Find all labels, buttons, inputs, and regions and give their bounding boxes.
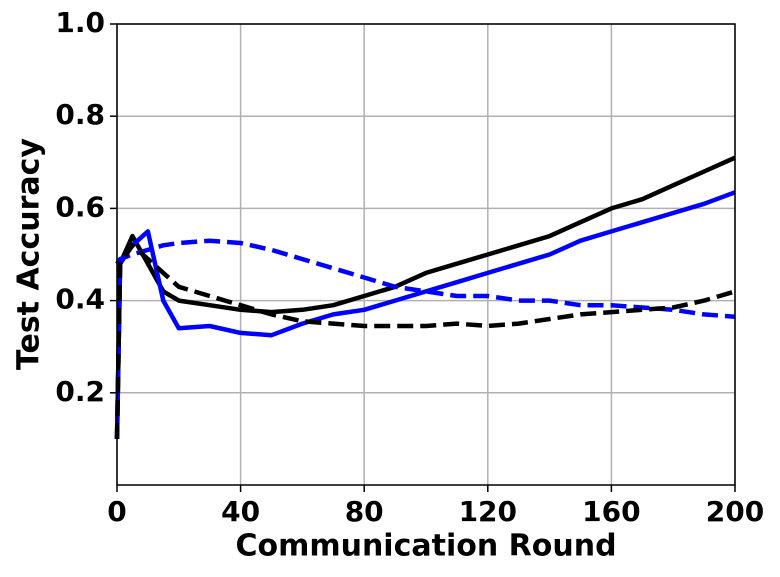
y-axis-label: Test Accuracy xyxy=(12,138,47,370)
x-axis-label: Communication Round xyxy=(235,529,616,564)
y-tick-label: 0.4 xyxy=(55,283,105,316)
x-tick-label: 40 xyxy=(221,495,260,528)
plot-frame xyxy=(116,23,736,486)
x-tick-label: 200 xyxy=(706,495,764,528)
x-tick-label: 0 xyxy=(107,495,126,528)
x-tick-label: 160 xyxy=(582,495,640,528)
line-series xyxy=(115,238,736,319)
y-tick-label: 0.2 xyxy=(55,375,105,408)
x-tick-label: 80 xyxy=(345,495,384,528)
line-series xyxy=(114,190,736,439)
x-tick-label: 120 xyxy=(459,495,517,528)
line-series xyxy=(114,155,736,439)
y-tick-label: 1.0 xyxy=(55,6,105,39)
y-tick-label: 0.8 xyxy=(55,98,105,131)
line-series xyxy=(114,243,736,439)
y-tick-label: 0.6 xyxy=(55,190,105,223)
